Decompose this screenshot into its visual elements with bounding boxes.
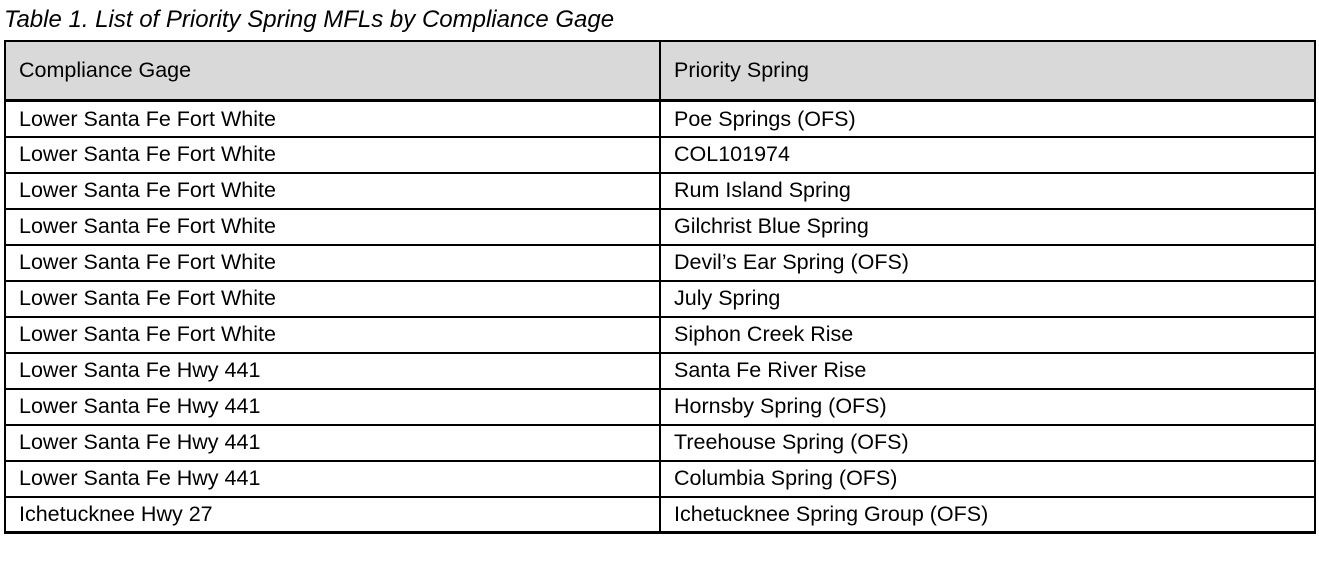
gage-cell: Lower Santa Fe Fort White [4,315,661,354]
gage-cell: Lower Santa Fe Hwy 441 [4,423,661,462]
spring-cell: Santa Fe River Rise [659,351,1316,390]
spring-cell: Gilchrist Blue Spring [659,207,1316,246]
header-compliance-gage: Compliance Gage [4,39,661,103]
header-priority-spring: Priority Spring [659,39,1316,103]
gage-cell: Lower Santa Fe Fort White [4,135,661,174]
spring-cell: Siphon Creek Rise [659,315,1316,354]
gage-cell: Lower Santa Fe Fort White [4,243,661,282]
table-row: Lower Santa Fe Fort White Devil’s Ear Spr… [4,243,1316,282]
spring-cell: Poe Springs (OFS) [659,99,1316,138]
spring-cell: Treehouse Spring (OFS) [659,423,1316,462]
table-row: Lower Santa Fe Hwy 441 Columbia Spring (O… [4,459,1316,498]
gage-cell: Lower Santa Fe Fort White [4,171,661,210]
table-row: Lower Santa Fe Fort White Poe Springs (OF… [4,99,1316,138]
table-title: Table 1. List of Priority Spring MFLs by… [4,6,615,33]
table-row: Ichetucknee Hwy 27 Ichetucknee Spring Gro… [4,495,1316,535]
priority-springs-table: Compliance Gage Priority Spring Lower Sa… [4,39,1316,535]
gage-cell: Lower Santa Fe Hwy 441 [4,459,661,498]
table-row: Lower Santa Fe Fort White Gilchrist Blue … [4,207,1316,246]
spring-cell: July Spring [659,279,1316,318]
gage-cell: Lower Santa Fe Hwy 441 [4,387,661,426]
table-row: Lower Santa Fe Fort White COL101974 [4,135,1316,174]
table-body: Lower Santa Fe Fort White Poe Springs (OF… [4,99,1316,535]
table-row: Lower Santa Fe Fort White July Spring [4,279,1316,318]
header-row: Compliance Gage Priority Spring [4,39,1316,103]
spring-cell: Devil’s Ear Spring (OFS) [659,243,1316,282]
spring-cell: Hornsby Spring (OFS) [659,387,1316,426]
table-row: Lower Santa Fe Fort White Rum Island Spri… [4,171,1316,210]
table-header: Compliance Gage Priority Spring [4,39,1316,103]
table-row: Lower Santa Fe Hwy 441 Santa Fe River Ris… [4,351,1316,390]
spring-cell: Ichetucknee Spring Group (OFS) [659,495,1316,535]
spring-cell: Columbia Spring (OFS) [659,459,1316,498]
table-row: Lower Santa Fe Fort White Siphon Creek Ri… [4,315,1316,354]
table-row: Lower Santa Fe Hwy 441 Hornsby Spring (OF… [4,387,1316,426]
gage-cell: Lower Santa Fe Fort White [4,207,661,246]
spring-cell: COL101974 [659,135,1316,174]
gage-cell: Lower Santa Fe Fort White [4,279,661,318]
gage-cell: Ichetucknee Hwy 27 [4,495,661,535]
gage-cell: Lower Santa Fe Hwy 441 [4,351,661,390]
gage-cell: Lower Santa Fe Fort White [4,99,661,138]
table-row: Lower Santa Fe Hwy 441 Treehouse Spring (… [4,423,1316,462]
spring-cell: Rum Island Spring [659,171,1316,210]
